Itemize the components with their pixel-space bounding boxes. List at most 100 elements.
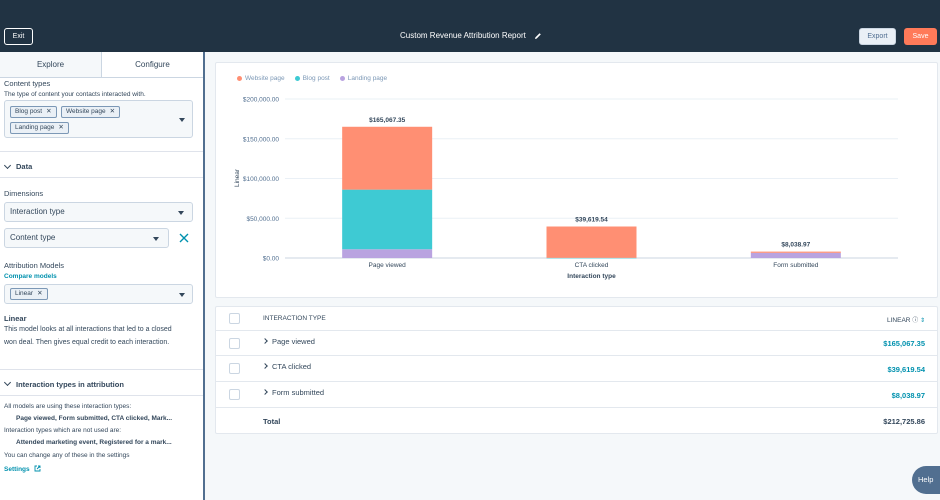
- model-desc-line1: This model looks at all interactions tha…: [4, 326, 172, 333]
- row-value[interactable]: $165,067.35: [883, 339, 925, 348]
- x-axis-label: Interaction type: [567, 273, 616, 280]
- help-button[interactable]: Help: [912, 466, 940, 494]
- save-button[interactable]: Save: [904, 28, 937, 45]
- settings-link[interactable]: Settings: [4, 466, 30, 473]
- legend-dot: [294, 75, 300, 81]
- attribution-model-select[interactable]: Linear ✕: [4, 284, 193, 304]
- row-checkbox[interactable]: [229, 363, 240, 374]
- divider: [0, 177, 203, 178]
- legend-item-landing-page[interactable]: Landing page: [339, 75, 388, 82]
- chart-card: [215, 62, 938, 298]
- divider: [0, 395, 203, 396]
- total-label: Total: [263, 417, 281, 426]
- x-tick-label: Form submitted: [773, 262, 819, 269]
- interaction-types-section-title[interactable]: Interaction types in attribution: [16, 380, 124, 389]
- bar-total-label: $8,038.97: [781, 242, 810, 249]
- dimensions-label: Dimensions: [4, 189, 44, 198]
- model-desc-line2: won deal. Then gives equal credit to eac…: [4, 339, 170, 346]
- x-tick-label: CTA clicked: [575, 262, 609, 269]
- row-checkbox[interactable]: [229, 389, 240, 400]
- report-title-wrap: Custom Revenue Attribution Report: [400, 31, 542, 40]
- column-header-label: LINEAR: [887, 317, 911, 324]
- exit-button[interactable]: Exit: [4, 28, 33, 45]
- row-value[interactable]: $8,038.97: [891, 391, 925, 400]
- bar-segment: [546, 226, 637, 258]
- row-label: Page viewed: [272, 337, 315, 346]
- tab-explore[interactable]: Explore: [0, 52, 102, 77]
- tag-website-page: Website page ✕: [61, 106, 121, 118]
- attribution-models-label: Attribution Models: [4, 261, 65, 270]
- tag-label: Landing page: [15, 124, 55, 131]
- chart-legend: Website page Blog post Landing page: [237, 75, 387, 82]
- legend-dot: [237, 75, 242, 81]
- divider: [0, 151, 203, 152]
- bar-segment: [342, 249, 433, 258]
- remove-tag-icon[interactable]: ✕: [109, 108, 116, 115]
- y-tick-label: $150,000.00: [243, 136, 280, 143]
- y-tick-label: $200,000.00: [243, 97, 280, 104]
- tag-label: Linear: [15, 290, 34, 297]
- tab-configure[interactable]: Configure: [102, 52, 203, 77]
- chevron-down-icon: [179, 293, 185, 297]
- x-tick-label: Page viewed: [369, 262, 407, 269]
- row-checkbox[interactable]: [229, 338, 240, 349]
- select-all-checkbox[interactable]: [229, 313, 240, 324]
- bar-segment: [342, 126, 433, 190]
- bar-segment: [342, 189, 433, 250]
- y-axis-label: Linear: [234, 168, 241, 187]
- tag-label: Blog post: [15, 108, 43, 115]
- content-types-desc: The type of content your contacts intera…: [4, 91, 146, 98]
- chevron-down-icon: [178, 211, 184, 215]
- info-icon: ⓘ: [912, 318, 919, 324]
- table-header-row: [216, 307, 938, 331]
- table-row[interactable]: [216, 382, 938, 408]
- bar-total-label: $39,619.54: [575, 217, 608, 224]
- external-link-icon: [34, 465, 41, 472]
- settings-link-wrap[interactable]: Settings: [4, 464, 41, 473]
- settings-note: You can change any of these in the setti…: [4, 452, 130, 459]
- dimension-select-1[interactable]: Interaction type: [4, 202, 193, 222]
- pencil-icon[interactable]: [534, 32, 542, 40]
- legend-label: Blog post: [302, 75, 330, 82]
- remove-tag-icon[interactable]: ✕: [37, 290, 43, 297]
- sort-icon[interactable]: ⇕: [920, 318, 926, 324]
- dimension-select-2[interactable]: Content type: [4, 228, 169, 248]
- total-value: $212,725.86: [883, 417, 925, 426]
- revenue-chart: $0.00 $50,000.00 $100,000.00 $150,000.00 $20…: [234, 97, 898, 280]
- tag-landing-page: Landing page ✕: [10, 122, 69, 134]
- row-value[interactable]: $39,619.54: [887, 365, 925, 374]
- row-label: CTA clicked: [272, 362, 312, 371]
- tag-blog-post: Blog post ✕: [10, 106, 57, 118]
- legend-dot: [339, 75, 345, 81]
- legend-item-website-page[interactable]: Website page: [237, 75, 285, 82]
- column-header-linear[interactable]: LINEAR ⓘ ⇕: [887, 315, 925, 324]
- chevron-down-icon: [153, 237, 159, 241]
- content-types-select[interactable]: Blog post ✕ Website page ✕ Landing page ✕: [4, 100, 193, 138]
- not-used-interaction-types: Attended marketing event, Registered for…: [16, 439, 172, 446]
- top-bar: Exit Custom Revenue Attribution Report E…: [0, 0, 940, 52]
- remove-dimension-icon[interactable]: [179, 233, 189, 243]
- table-row[interactable]: [216, 356, 938, 382]
- column-header-interaction-type[interactable]: INTERACTION TYPE: [263, 315, 326, 322]
- model-name: Linear: [4, 314, 27, 323]
- used-interaction-types: Page viewed, Form submitted, CTA clicked…: [16, 415, 173, 422]
- bar-total-label: $165,067.35: [369, 117, 406, 124]
- bar-segment: [546, 257, 637, 259]
- content-types-title: Content types: [4, 79, 51, 88]
- divider: [0, 369, 203, 370]
- table-card: [215, 306, 938, 434]
- y-tick-label: $50,000.00: [246, 216, 279, 223]
- remove-tag-icon[interactable]: ✕: [46, 108, 52, 115]
- data-section-title[interactable]: Data: [16, 162, 33, 171]
- dimension-value: Content type: [10, 233, 56, 242]
- table-row[interactable]: [216, 331, 938, 356]
- legend-item-blog-post[interactable]: Blog post: [294, 75, 330, 82]
- dimension-value: Interaction type: [10, 207, 65, 216]
- legend-label: Landing page: [347, 75, 388, 82]
- remove-tag-icon[interactable]: ✕: [58, 124, 64, 131]
- panel-tabs: Explore Configure: [0, 52, 203, 78]
- compare-models-link[interactable]: Compare models: [4, 273, 57, 280]
- y-tick-label: $100,000.00: [243, 176, 280, 183]
- tag-linear: Linear ✕: [10, 288, 48, 300]
- export-button[interactable]: Export: [859, 28, 896, 45]
